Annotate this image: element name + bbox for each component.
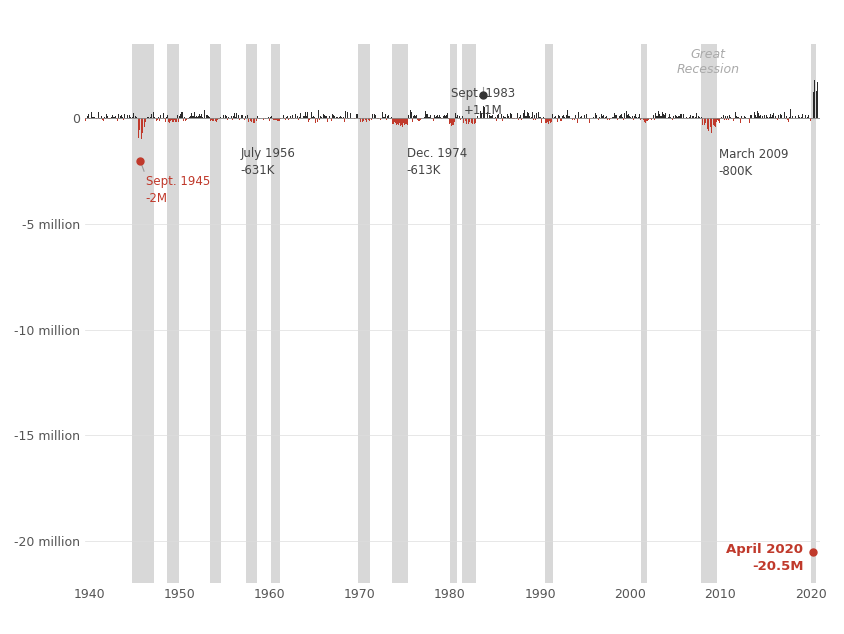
Text: July 1956
-631K: July 1956 -631K — [241, 147, 295, 177]
Text: Great
Recession: Great Recession — [675, 48, 738, 76]
Text: Sept. 1945
-2M: Sept. 1945 -2M — [146, 176, 210, 205]
Bar — [544, 44, 552, 583]
Bar — [246, 44, 257, 583]
Text: March 2009
-800K: March 2009 -800K — [717, 148, 787, 178]
Bar — [700, 44, 716, 583]
Text: Dec. 1974
-613K: Dec. 1974 -613K — [406, 147, 466, 177]
Bar — [271, 44, 280, 583]
Bar — [449, 44, 457, 583]
Bar — [166, 44, 179, 583]
Bar — [357, 44, 370, 583]
Text: April 2020
-20.5M: April 2020 -20.5M — [726, 543, 803, 573]
Bar — [133, 44, 154, 583]
Bar — [209, 44, 220, 583]
Bar — [462, 44, 475, 583]
Text: Sept. 1983
+1.1M: Sept. 1983 +1.1M — [451, 87, 514, 117]
Bar — [809, 44, 815, 583]
Bar — [392, 44, 408, 583]
Bar — [641, 44, 647, 583]
